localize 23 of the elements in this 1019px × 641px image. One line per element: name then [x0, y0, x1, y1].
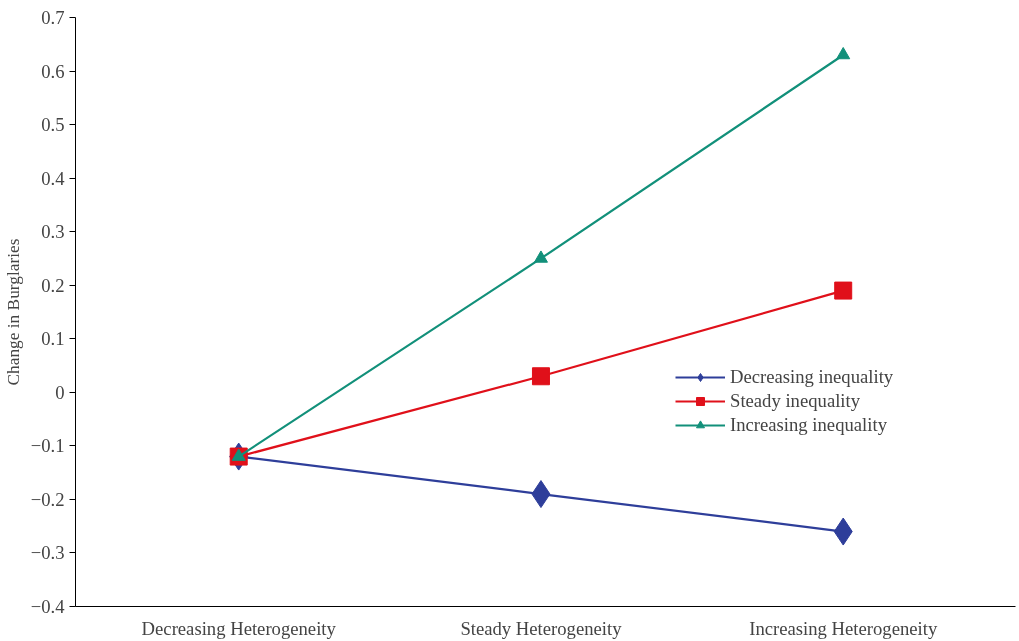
y-tick-label: −0.1 [30, 435, 65, 457]
y-tick-label: 0.3 [41, 221, 65, 243]
legend-label: Increasing inequality [730, 414, 887, 436]
y-tick-label: 0.6 [41, 60, 65, 82]
point [834, 281, 853, 300]
point [533, 250, 548, 263]
point [836, 46, 851, 60]
y-tick-label: −0.4 [30, 596, 66, 617]
legend-label: Decreasing inequality [730, 366, 894, 388]
y-tick-label: 0.7 [41, 7, 65, 28]
point [531, 367, 550, 386]
x-tick-label: Decreasing Heterogeneity [141, 617, 337, 639]
x-tick-label: Increasing Heterogeneity [749, 617, 938, 639]
y-tick-label: 0.4 [41, 167, 66, 189]
legend-label: Steady inequality [730, 390, 861, 412]
y-tick-label: −0.3 [30, 542, 65, 564]
y-tick-label: −0.2 [30, 488, 65, 510]
y-tick-label: 0.5 [41, 114, 65, 136]
y-axis-title: Change in Burglaries [3, 238, 23, 386]
y-tick-label: 0.1 [41, 328, 65, 350]
x-tick-label: Steady Heterogeneity [460, 617, 623, 639]
y-tick-label: 0 [55, 381, 65, 403]
y-tick-label: 0.2 [41, 274, 65, 296]
